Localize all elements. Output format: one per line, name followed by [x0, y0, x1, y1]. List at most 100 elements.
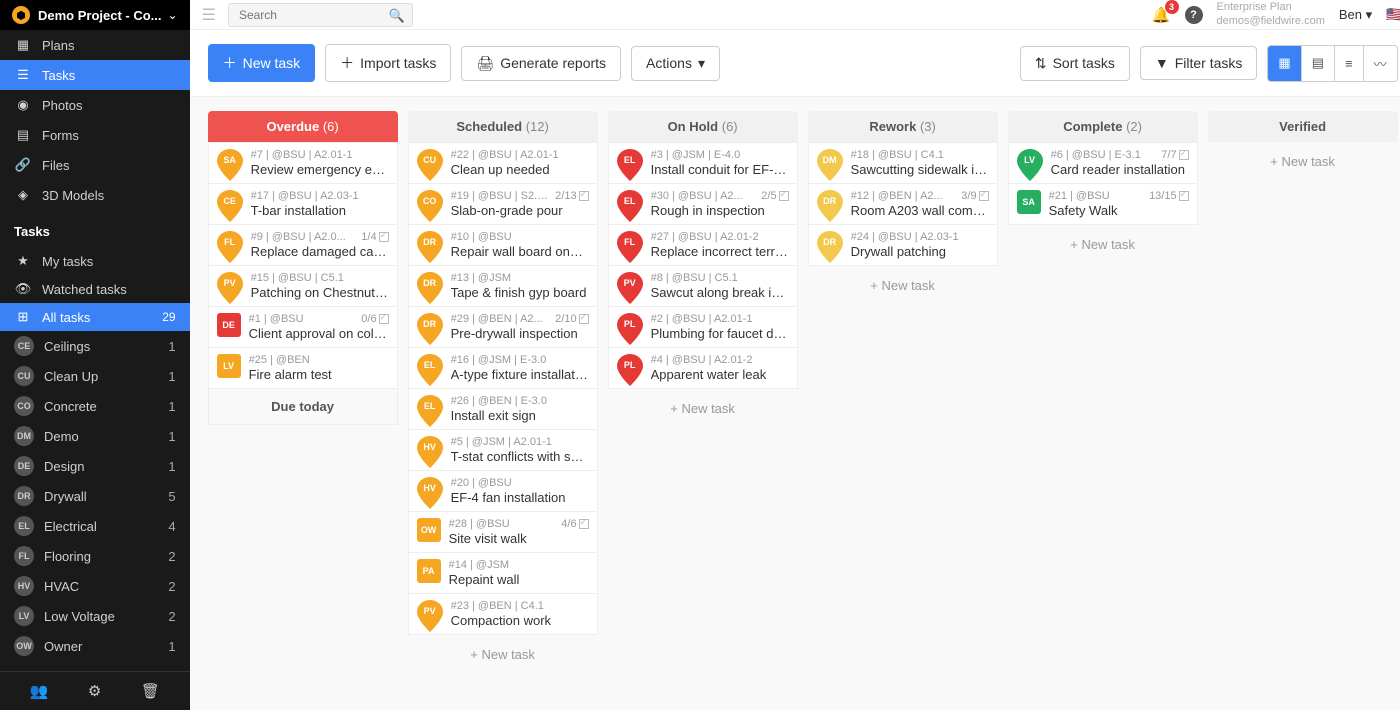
category-count: 1 [168, 369, 175, 384]
plan-email: demos@fieldwire.com [1217, 15, 1325, 28]
task-card[interactable]: HV#5 | @JSM | A2.01-1T-stat conflicts wi… [408, 430, 598, 471]
nav-item-tasks[interactable]: ☰Tasks [0, 60, 190, 90]
category-ceilings[interactable]: CECeilings1 [0, 331, 190, 361]
category-owner[interactable]: OWOwner1 [0, 631, 190, 661]
category-badge: DR [14, 486, 34, 506]
nav-label: Forms [42, 128, 79, 143]
main-nav: ▦Plans☰Tasks◉Photos▤Forms🔗Files◈3D Model… [0, 30, 190, 210]
task-card[interactable]: PV#23 | @BEN | C4.1Compaction work [408, 594, 598, 635]
category-hvac[interactable]: HVHVAC2 [0, 571, 190, 601]
task-card[interactable]: EL#3 | @JSM | E-4.0Install conduit for E… [608, 142, 798, 184]
task-card[interactable]: OW#28 | @BSU4/6Site visit walk [408, 512, 598, 553]
task-card[interactable]: DR#29 | @BEN | A2...2/10Pre-drywall insp… [408, 307, 598, 348]
task-card[interactable]: DR#24 | @BSU | A2.03-1Drywall patching [808, 225, 998, 266]
task-card[interactable]: CE#17 | @BSU | A2.03-1T-bar installation [208, 184, 398, 225]
user-menu[interactable]: Ben ▾ [1339, 7, 1372, 23]
card-meta: #14 | @JSM [449, 559, 589, 571]
card-checklist: 13/15 [1149, 190, 1189, 202]
hamburger-icon[interactable]: ☰ [202, 5, 216, 25]
category-label: Flooring [44, 549, 91, 564]
category-clean-up[interactable]: CUClean Up1 [0, 361, 190, 391]
notifications-button[interactable]: 🔔3 [1152, 6, 1171, 24]
task-card[interactable]: FL#9 | @BSU | A2.0...1/4Replace damaged … [208, 225, 398, 266]
category-badge: DM [14, 426, 34, 446]
column-count: (3) [920, 119, 936, 134]
task-card[interactable]: PV#8 | @BSU | C5.1Sawcut along break in … [608, 266, 798, 307]
trash-icon[interactable]: 🗑 [141, 682, 160, 700]
category-concrete[interactable]: COConcrete1 [0, 391, 190, 421]
generate-reports-button[interactable]: 🖨Generate reports [461, 46, 621, 81]
nav-item-files[interactable]: 🔗Files [0, 150, 190, 180]
search-input[interactable] [228, 3, 413, 27]
task-card[interactable]: FL#27 | @BSU | A2.01-2Replace incorrect … [608, 225, 798, 266]
category-electrical[interactable]: ELElectrical4 [0, 511, 190, 541]
category-count: 1 [168, 429, 175, 444]
task-card[interactable]: DE#1 | @BSU0/6Client approval on color .… [208, 307, 398, 348]
task-card[interactable]: DR#10 | @BSURepair wall board once t... [408, 225, 598, 266]
new-task-link[interactable]: + New task [408, 635, 598, 674]
task-card[interactable]: SA#21 | @BSU13/15Safety Walk [1008, 184, 1198, 225]
task-card[interactable]: HV#20 | @BSUEF-4 fan installation [408, 471, 598, 512]
category-design[interactable]: DEDesign1 [0, 451, 190, 481]
column-title: Overdue [266, 119, 319, 134]
project-selector[interactable]: ⬢ Demo Project - Co... ⌄ [0, 0, 190, 30]
filter-my-tasks[interactable]: ★My tasks [0, 247, 190, 275]
import-tasks-button[interactable]: ＋Import tasks [325, 44, 451, 82]
new-task-link[interactable]: + New task [1208, 142, 1398, 181]
filter-watched-tasks[interactable]: 👁Watched tasks [0, 275, 190, 303]
document-icon: 🖨 [476, 55, 494, 72]
task-card[interactable]: PL#2 | @BSU | A2.01-1Plumbing for faucet… [608, 307, 798, 348]
sort-tasks-button[interactable]: ⇅Sort tasks [1020, 46, 1130, 81]
category-drywall[interactable]: DRDrywall5 [0, 481, 190, 511]
card-meta: #26 | @BEN | E-3.0 [451, 395, 589, 407]
nav-item-3d-models[interactable]: ◈3D Models [0, 180, 190, 210]
new-task-button[interactable]: ＋New task [208, 44, 316, 82]
nav-item-photos[interactable]: ◉Photos [0, 90, 190, 120]
nav-item-forms[interactable]: ▤Forms [0, 120, 190, 150]
task-card[interactable]: CU#22 | @BSU | A2.01-1Clean up needed [408, 142, 598, 184]
task-card[interactable]: DR#12 | @BEN | A2...3/9Room A203 wall co… [808, 184, 998, 225]
task-card[interactable]: CO#19 | @BSU | S2.0...2/13Slab-on-grade … [408, 184, 598, 225]
caret-down-icon: ▾ [698, 55, 705, 72]
people-icon[interactable]: 👥 [30, 682, 49, 700]
task-card[interactable]: EL#30 | @BSU | A2...2/5Rough in inspecti… [608, 184, 798, 225]
category-demo[interactable]: DMDemo1 [0, 421, 190, 451]
actions-button[interactable]: Actions ▾ [631, 46, 720, 81]
locale-flag-icon[interactable]: 🇺🇸 [1386, 6, 1400, 23]
category-badge: LV [14, 606, 34, 626]
task-card[interactable]: EL#16 | @JSM | E-3.0A-type fixture insta… [408, 348, 598, 389]
filter-tasks-button[interactable]: ▼Filter tasks [1140, 46, 1258, 80]
plans-icon: ▦ [14, 37, 32, 53]
filter-all-tasks[interactable]: ⊞All tasks29 [0, 303, 190, 331]
task-card[interactable]: LV#6 | @BSU | E-3.17/7Card reader instal… [1008, 142, 1198, 184]
view-gantt[interactable]: ≡ [1335, 46, 1364, 81]
new-task-link[interactable]: + New task [608, 389, 798, 428]
help-icon[interactable]: ? [1185, 6, 1203, 24]
nav-item-plans[interactable]: ▦Plans [0, 30, 190, 60]
task-card[interactable]: EL#26 | @BEN | E-3.0Install exit sign [408, 389, 598, 430]
task-card[interactable]: LV#25 | @BENFire alarm test [208, 348, 398, 389]
task-card[interactable]: DM#18 | @BSU | C4.1Sawcutting sidewalk i… [808, 142, 998, 184]
gear-icon[interactable]: ⚙ [88, 682, 101, 700]
view-grid[interactable]: ▦ [1268, 46, 1301, 81]
new-task-link[interactable]: + New task [808, 266, 998, 305]
view-analytics[interactable]: 〰 [1364, 46, 1397, 81]
category-count: 1 [168, 339, 175, 354]
task-card[interactable]: PL#4 | @BSU | A2.01-2Apparent water leak [608, 348, 798, 389]
category-count: 1 [168, 459, 175, 474]
category-low-voltage[interactable]: LVLow Voltage2 [0, 601, 190, 631]
card-title: Install exit sign [451, 408, 589, 423]
filter-label: All tasks [42, 310, 90, 325]
column-scheduled: Scheduled (12)CU#22 | @BSU | A2.01-1Clea… [408, 111, 598, 674]
search-icon[interactable]: 🔍 [389, 8, 405, 24]
task-pin: CO [417, 190, 443, 216]
task-card[interactable]: PV#15 | @BSU | C5.1Patching on Chestnut … [208, 266, 398, 307]
category-flooring[interactable]: FLFlooring2 [0, 541, 190, 571]
column-count: (2) [1126, 119, 1142, 134]
new-task-link[interactable]: + New task [1008, 225, 1198, 264]
task-pin: PL [617, 313, 643, 339]
task-card[interactable]: PA#14 | @JSMRepaint wall [408, 553, 598, 594]
task-card[interactable]: SA#7 | @BSU | A2.01-1Review emergency eg… [208, 142, 398, 184]
task-card[interactable]: DR#13 | @JSMTape & finish gyp board [408, 266, 598, 307]
view-calendar[interactable]: ▤ [1302, 46, 1335, 81]
